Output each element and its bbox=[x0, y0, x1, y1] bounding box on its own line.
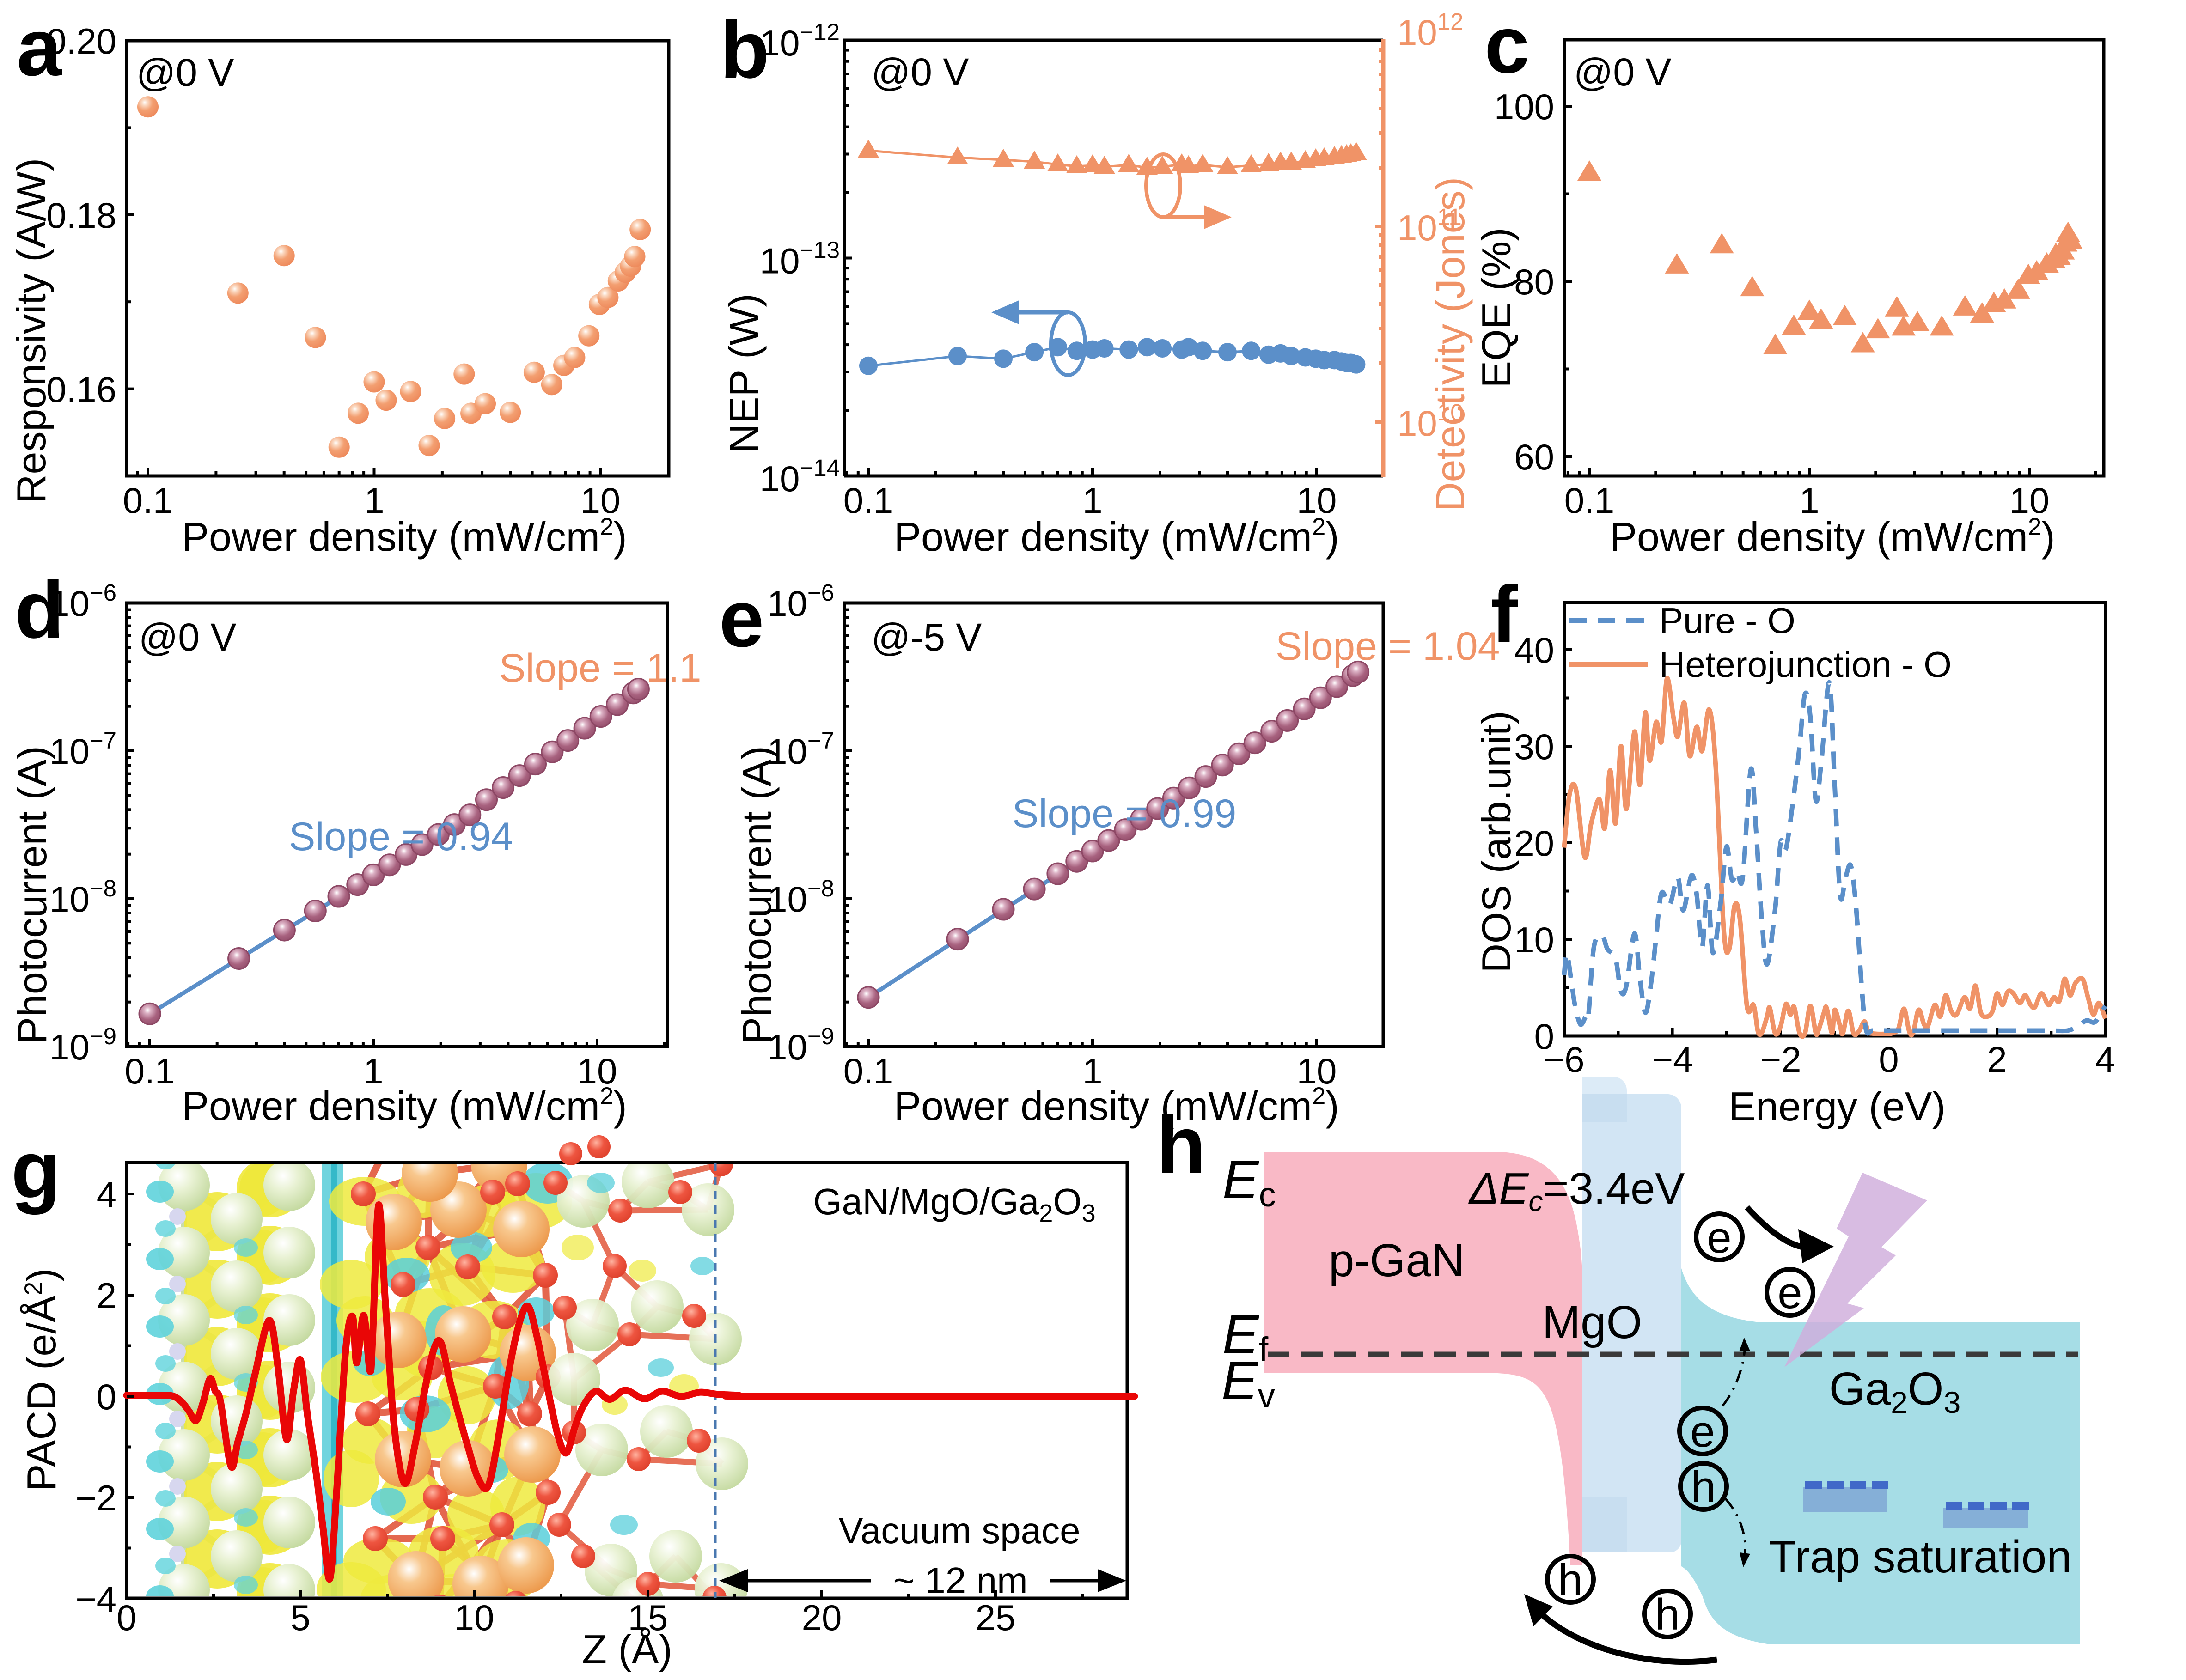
svg-text:10: 10 bbox=[454, 1597, 495, 1638]
svg-text:Power density (mW/cm2): Power density (mW/cm2) bbox=[182, 1083, 627, 1129]
svg-text:0.1: 0.1 bbox=[125, 1051, 175, 1091]
svg-text:h: h bbox=[1655, 1590, 1679, 1639]
svg-text:0.1: 0.1 bbox=[1564, 480, 1614, 521]
svg-text:c: c bbox=[1484, 0, 1529, 90]
svg-text:DOS (arb.unit): DOS (arb.unit) bbox=[1473, 711, 1519, 973]
svg-text:100: 100 bbox=[1494, 86, 1554, 127]
svg-text:2: 2 bbox=[1987, 1039, 2007, 1080]
svg-text:f: f bbox=[1491, 570, 1518, 660]
svg-text:4: 4 bbox=[2095, 1039, 2115, 1080]
svg-text:20: 20 bbox=[1514, 823, 1554, 864]
svg-text:10: 10 bbox=[580, 480, 621, 521]
svg-text:25: 25 bbox=[976, 1597, 1016, 1638]
svg-text:10: 10 bbox=[1297, 1051, 1337, 1091]
svg-text:NEP (W): NEP (W) bbox=[721, 293, 767, 453]
svg-text:2: 2 bbox=[97, 1275, 116, 1316]
svg-text:−2: −2 bbox=[1760, 1039, 1801, 1080]
svg-text:Photocurrent (A): Photocurrent (A) bbox=[9, 746, 55, 1044]
svg-text:a: a bbox=[17, 3, 62, 93]
svg-text:Slope = 1.1: Slope = 1.1 bbox=[499, 646, 702, 690]
svg-text:0.1: 0.1 bbox=[843, 480, 893, 521]
svg-text:−2: −2 bbox=[75, 1478, 116, 1518]
svg-text:20: 20 bbox=[802, 1597, 842, 1638]
svg-text:1: 1 bbox=[1799, 480, 1819, 521]
svg-text:EQE (%): EQE (%) bbox=[1473, 227, 1519, 388]
svg-text:~ 12 nm: ~ 12 nm bbox=[893, 1560, 1027, 1601]
svg-text:b: b bbox=[720, 5, 769, 95]
svg-text:80: 80 bbox=[1514, 262, 1554, 302]
svg-text:10: 10 bbox=[2009, 480, 2050, 521]
svg-text:−4: −4 bbox=[1652, 1039, 1693, 1080]
svg-text:−6: −6 bbox=[1544, 1039, 1585, 1080]
svg-text:15: 15 bbox=[628, 1597, 668, 1638]
svg-text:0.18: 0.18 bbox=[46, 195, 116, 236]
svg-text:0.1: 0.1 bbox=[123, 480, 173, 521]
svg-text:Pure - O: Pure - O bbox=[1659, 600, 1795, 641]
svg-text:Power density (mW/cm2): Power density (mW/cm2) bbox=[182, 513, 627, 560]
svg-text:0: 0 bbox=[116, 1597, 136, 1638]
svg-text:Photocurrent (A): Photocurrent (A) bbox=[734, 746, 780, 1044]
svg-text:10: 10 bbox=[1514, 919, 1554, 960]
svg-text:0.1: 0.1 bbox=[843, 1051, 893, 1091]
svg-text:g: g bbox=[11, 1125, 61, 1215]
svg-text:@0 V: @0 V bbox=[1574, 50, 1671, 94]
svg-text:−4: −4 bbox=[75, 1579, 116, 1619]
svg-text:Slope = 0.99: Slope = 0.99 bbox=[1012, 791, 1236, 836]
svg-text:GaN/MgO/Ga2O3: GaN/MgO/Ga2O3 bbox=[813, 1181, 1095, 1227]
svg-text:10−13: 10−13 bbox=[760, 237, 840, 281]
svg-text:10−6: 10−6 bbox=[49, 579, 116, 624]
svg-text:ΔEc=3.4eV: ΔEc=3.4eV bbox=[1468, 1164, 1685, 1217]
svg-text:40: 40 bbox=[1514, 630, 1554, 670]
svg-text:h: h bbox=[1156, 1100, 1206, 1190]
svg-text:Ev: Ev bbox=[1221, 1350, 1275, 1415]
svg-text:Power density (mW/cm2): Power density (mW/cm2) bbox=[1610, 513, 2055, 560]
svg-text:e: e bbox=[1777, 1268, 1802, 1318]
svg-text:PACD (e/Å2): PACD (e/Å2) bbox=[18, 1268, 64, 1491]
svg-text:0: 0 bbox=[97, 1376, 116, 1417]
svg-text:Slope = 0.94: Slope = 0.94 bbox=[289, 815, 513, 859]
svg-text:10−9: 10−9 bbox=[767, 1023, 834, 1067]
svg-text:e: e bbox=[1707, 1213, 1731, 1262]
svg-text:h: h bbox=[1558, 1555, 1582, 1605]
svg-text:1011: 1011 bbox=[1397, 204, 1462, 248]
svg-text:@0 V: @0 V bbox=[139, 615, 236, 659]
svg-text:0: 0 bbox=[1879, 1039, 1899, 1080]
svg-text:1: 1 bbox=[363, 1051, 383, 1091]
svg-text:Vacuum space: Vacuum space bbox=[838, 1510, 1080, 1551]
svg-text:10−7: 10−7 bbox=[767, 727, 834, 772]
svg-text:d: d bbox=[15, 565, 64, 655]
svg-text:Heterojunction - O: Heterojunction - O bbox=[1659, 644, 1952, 685]
svg-text:0.16: 0.16 bbox=[46, 369, 116, 410]
svg-text:4: 4 bbox=[97, 1174, 116, 1215]
svg-text:Z (Å): Z (Å) bbox=[582, 1626, 672, 1672]
svg-text:@-5 V: @-5 V bbox=[871, 615, 982, 659]
svg-text:p-GaN: p-GaN bbox=[1329, 1235, 1465, 1286]
svg-text:10: 10 bbox=[577, 1051, 617, 1091]
svg-text:Power density (mW/cm2): Power density (mW/cm2) bbox=[894, 513, 1339, 560]
svg-text:Detectivity (Jones): Detectivity (Jones) bbox=[1427, 177, 1473, 511]
svg-text:@0 V: @0 V bbox=[136, 51, 234, 94]
svg-text:0: 0 bbox=[1534, 1016, 1554, 1057]
svg-text:Trap saturation: Trap saturation bbox=[1769, 1531, 2071, 1582]
svg-text:Responsivity (A/W): Responsivity (A/W) bbox=[8, 158, 54, 504]
svg-text:1: 1 bbox=[364, 480, 384, 521]
svg-text:h: h bbox=[1691, 1462, 1716, 1512]
svg-text:Power density (mW/cm2): Power density (mW/cm2) bbox=[894, 1083, 1339, 1129]
svg-text:5: 5 bbox=[290, 1597, 310, 1638]
svg-text:0.20: 0.20 bbox=[46, 21, 116, 61]
svg-text:Energy (eV): Energy (eV) bbox=[1728, 1083, 1946, 1129]
svg-text:@0 V: @0 V bbox=[871, 50, 969, 94]
svg-text:1: 1 bbox=[1082, 480, 1102, 521]
svg-text:e: e bbox=[1690, 1407, 1715, 1456]
svg-text:10: 10 bbox=[1297, 480, 1337, 521]
svg-text:e: e bbox=[719, 574, 764, 664]
svg-text:30: 30 bbox=[1514, 726, 1554, 767]
svg-text:MgO: MgO bbox=[1542, 1297, 1643, 1348]
svg-text:Slope = 1.04: Slope = 1.04 bbox=[1276, 624, 1500, 669]
svg-text:1: 1 bbox=[1082, 1051, 1102, 1091]
svg-text:60: 60 bbox=[1514, 437, 1554, 477]
